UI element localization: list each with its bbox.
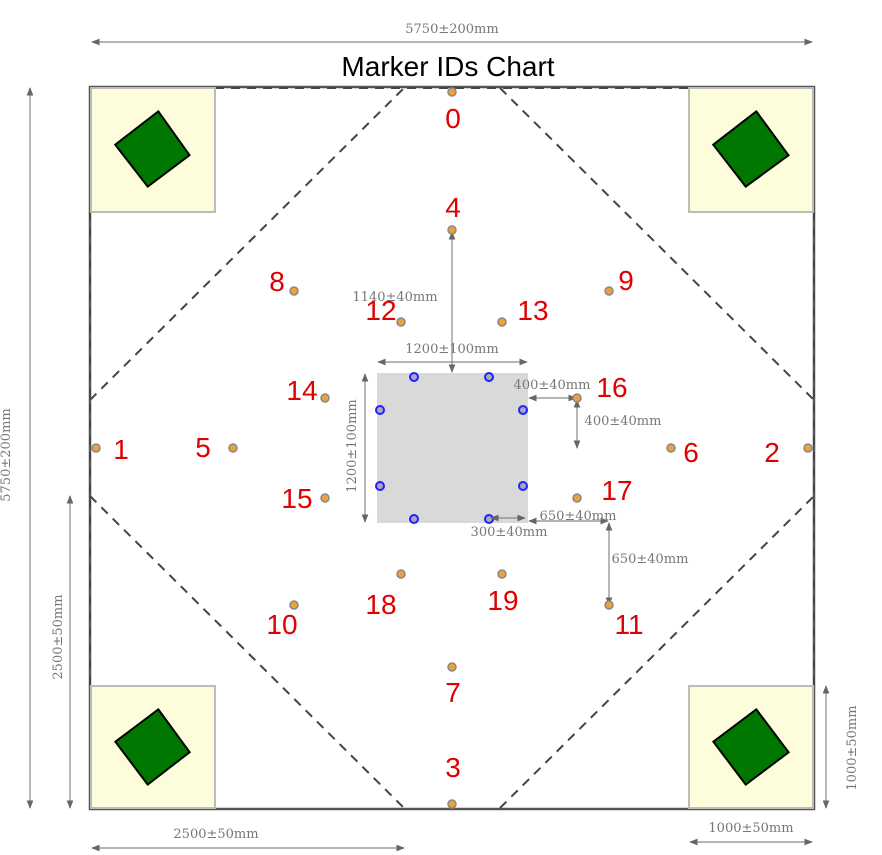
top-width-dimension-label: 5750±200mm bbox=[405, 22, 498, 37]
marker-2-label: 2 bbox=[764, 437, 780, 468]
marker-5-label: 5 bbox=[195, 432, 211, 463]
blue-point bbox=[484, 372, 494, 382]
diamond-icon bbox=[711, 109, 790, 189]
m11-vertical-label: 650±40mm bbox=[612, 552, 689, 567]
marker-8-label: 8 bbox=[269, 266, 285, 297]
marker-14-label: 14 bbox=[286, 375, 317, 406]
marker-16-point bbox=[572, 393, 582, 403]
marker-3-label: 3 bbox=[445, 752, 461, 783]
marker-6-label: 6 bbox=[683, 437, 699, 468]
marker-9-point bbox=[604, 286, 614, 296]
bottom-left-dimension-label: 2500±50mm bbox=[173, 827, 258, 842]
marker-10-label: 10 bbox=[266, 609, 297, 640]
blue-point bbox=[375, 405, 385, 415]
marker-11-point bbox=[604, 600, 614, 610]
marker-labels: 0 1 2 3 4 5 6 7 8 9 10 11 12 13 14 15 16… bbox=[113, 103, 780, 783]
marker-15-label: 15 bbox=[281, 483, 312, 514]
blue-point bbox=[518, 405, 528, 415]
marker-15-point bbox=[320, 493, 330, 503]
diamond-icon bbox=[113, 707, 192, 787]
marker-18-label: 18 bbox=[365, 589, 396, 620]
dashed-line-top-left bbox=[89, 87, 405, 401]
marker-1-point bbox=[91, 443, 101, 453]
blue-point bbox=[409, 372, 419, 382]
marker-13-point bbox=[497, 317, 507, 327]
marker-8-point bbox=[289, 286, 299, 296]
blue-point bbox=[375, 481, 385, 491]
marker-9-label: 9 bbox=[618, 265, 634, 296]
marker-1-label: 1 bbox=[113, 434, 129, 465]
marker-17-point bbox=[572, 493, 582, 503]
corner-zone-bottom-left bbox=[90, 685, 216, 809]
marker-19-label: 19 bbox=[487, 585, 518, 616]
corner-zone-top-right bbox=[688, 87, 814, 213]
marker-12-label: 12 bbox=[365, 295, 396, 326]
diamond-icon bbox=[711, 707, 791, 787]
right-lower-dimension-label: 1000±50mm bbox=[845, 705, 860, 790]
corner-zone-bottom-right bbox=[688, 685, 814, 809]
center-height-dimension-label: 1200±100mm bbox=[345, 399, 360, 492]
left-lower-dimension-label: 2500±50mm bbox=[51, 594, 66, 679]
marker-17-label: 17 bbox=[601, 475, 632, 506]
marker-10-point bbox=[289, 600, 299, 610]
center-square bbox=[377, 373, 528, 523]
marker-16-label: 16 bbox=[596, 372, 627, 403]
marker-18-point bbox=[396, 569, 406, 579]
dashed-boundary bbox=[89, 87, 815, 809]
markers bbox=[91, 87, 813, 809]
marker-11-label: 11 bbox=[614, 609, 643, 640]
m16-vertical-label: 400±40mm bbox=[585, 414, 662, 429]
bottom-right-dimension-label: 1000±50mm bbox=[708, 821, 793, 836]
marker-13-label: 13 bbox=[517, 295, 548, 326]
marker-0-label: 0 bbox=[445, 103, 461, 134]
dashed-line-top-right bbox=[499, 87, 815, 401]
chart-title: Marker IDs Chart bbox=[341, 51, 554, 82]
blue-offset-label: 300±40mm bbox=[471, 525, 548, 540]
blue-point bbox=[518, 481, 528, 491]
blue-point bbox=[484, 514, 494, 524]
m16-horizontal-label: 400±40mm bbox=[514, 378, 591, 393]
diamond-icon bbox=[113, 109, 191, 189]
marker-4-label: 4 bbox=[445, 192, 461, 223]
left-height-dimension-label: 5750±200mm bbox=[0, 408, 14, 501]
marker-4-point bbox=[447, 225, 457, 235]
marker-7-label: 7 bbox=[445, 677, 461, 708]
marker-14-point bbox=[320, 393, 330, 403]
marker-5-point bbox=[228, 443, 238, 453]
field-border bbox=[88, 85, 816, 811]
marker-6-point bbox=[666, 443, 676, 453]
blue-point bbox=[409, 514, 419, 524]
corner-zone-top-left bbox=[90, 87, 216, 213]
center-blue-points bbox=[375, 372, 528, 524]
m11-horizontal-label: 650±40mm bbox=[540, 509, 617, 524]
marker-0-point bbox=[447, 87, 457, 97]
dashed-line-bottom-left bbox=[89, 495, 405, 809]
marker-7-point bbox=[447, 662, 457, 672]
marker-12-point bbox=[396, 317, 406, 327]
marker-19-point bbox=[497, 569, 507, 579]
center-to-marker4-label: 1140±40mm bbox=[352, 290, 437, 305]
dashed-line-bottom-right bbox=[499, 495, 815, 809]
marker-2-point bbox=[803, 443, 813, 453]
marker-3-point bbox=[447, 799, 457, 809]
